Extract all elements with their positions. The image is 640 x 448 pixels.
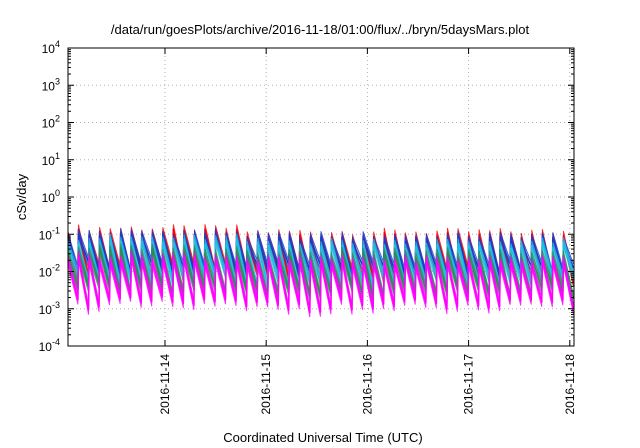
y-axis: 10-4 10-3 10-2 10-1 100 101 102 103 104 [39,39,574,354]
y-tick-label: 10-3 [39,300,60,317]
y-tick-label: 100 [42,188,60,205]
x-tick-label: 2016-11-14 [158,354,172,415]
x-axis: 2016-11-14 2016-11-15 2016-11-16 2016-11-17… [158,48,577,415]
y-axis-title: cSv/day [14,173,29,220]
y-tick-label: 10-2 [39,263,60,280]
y-tick-label: 104 [42,39,60,56]
x-tick-label: 2016-11-18 [563,354,577,415]
x-tick-label: 2016-11-15 [259,354,273,415]
x-tick-label: 2016-11-17 [462,354,476,415]
chart-title: /data/run/goesPlots/archive/2016-11-18/0… [111,22,530,37]
x-axis-title: Coordinated Universal Time (UTC) [223,430,422,445]
series-layer [67,224,575,318]
y-tick-label: 10-1 [39,225,60,242]
series-path [67,250,574,309]
y-tick-label: 10-4 [39,337,60,354]
x-tick-label: 2016-11-16 [360,354,374,415]
y-tick-label: 102 [42,114,60,131]
series-line [67,250,575,318]
y-tick-label: 101 [42,151,60,168]
y-tick-label: 103 [42,76,60,93]
